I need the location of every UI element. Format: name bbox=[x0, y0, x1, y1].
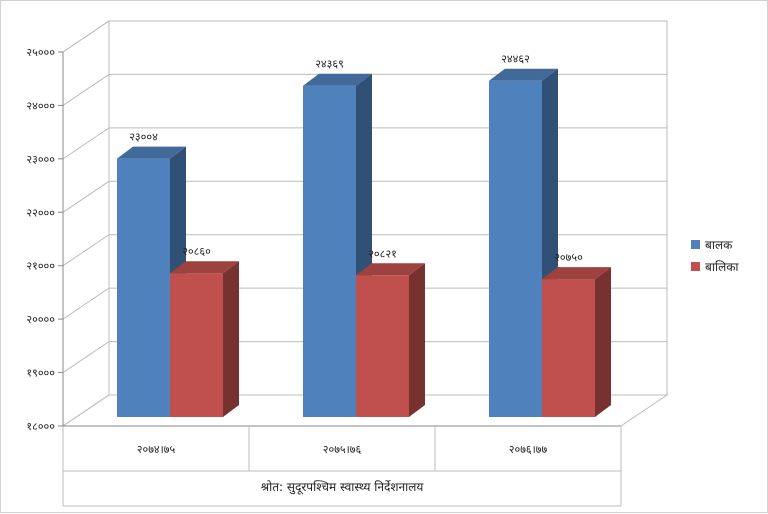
bar-balak-3 bbox=[489, 68, 558, 417]
gridline bbox=[62, 73, 667, 106]
gridline bbox=[62, 127, 667, 160]
legend: बालक बालिका bbox=[691, 238, 739, 274]
bar-balika-2 bbox=[356, 263, 425, 417]
data-label: २०७५० bbox=[554, 251, 583, 264]
legend-swatch bbox=[691, 262, 700, 271]
bar-balak-2 bbox=[303, 73, 372, 417]
bar-top bbox=[489, 68, 558, 81]
y-tick-label: २५००० bbox=[26, 46, 55, 59]
bar-front bbox=[170, 273, 223, 417]
data-label: २०८२१ bbox=[368, 247, 397, 260]
bar-front bbox=[489, 80, 542, 417]
bar-top bbox=[170, 261, 239, 274]
bar-front bbox=[303, 85, 356, 417]
bars bbox=[117, 68, 611, 417]
y-tick-label: २०००० bbox=[26, 313, 55, 326]
bar-top bbox=[356, 263, 425, 276]
bar-balika-1 bbox=[170, 261, 239, 417]
legend-label: बालक bbox=[705, 238, 733, 252]
bar-front bbox=[356, 275, 409, 417]
y-tick-label: २१००० bbox=[26, 260, 55, 273]
bar-top bbox=[542, 267, 611, 280]
gridline bbox=[62, 394, 667, 427]
data-label: २०८६० bbox=[182, 245, 211, 258]
legend-label: बालिका bbox=[705, 260, 739, 274]
source-note-box: श्रोत: सुदूरपश्चिम स्वास्थ्य निर्देशनालय bbox=[261, 480, 425, 495]
y-axis: १८००० १९००० २०००० २१००० २२००० २३००० २४००० २५००० bbox=[26, 46, 64, 433]
y-tick-label: २३००० bbox=[26, 153, 55, 166]
side-wall bbox=[62, 20, 110, 427]
y-tick-label: १८००० bbox=[26, 420, 55, 433]
data-labels: २३००४ २०८६० २४३६९ २०८२१ २४४६२ २०७५० bbox=[129, 53, 583, 264]
bar-side bbox=[223, 261, 239, 417]
x-category-label: २०७५।७६ bbox=[323, 443, 362, 456]
gridline bbox=[62, 341, 667, 373]
bar-front bbox=[542, 279, 595, 417]
gridline bbox=[62, 287, 667, 320]
gridline bbox=[62, 20, 667, 53]
data-label: २४३६९ bbox=[315, 58, 344, 71]
data-label: २४४६२ bbox=[501, 53, 530, 66]
gridlines bbox=[62, 20, 667, 427]
data-label: २३००४ bbox=[129, 131, 158, 144]
legend-swatch bbox=[691, 240, 700, 249]
bar-top bbox=[303, 73, 372, 86]
x-category-label: २०७६।७७ bbox=[509, 443, 548, 456]
bar-front bbox=[117, 158, 170, 417]
source-note: श्रोत: सुदूरपश्चिम स्वास्थ्य निर्देशनालय bbox=[261, 480, 425, 495]
y-tick-label: २४००० bbox=[26, 99, 55, 112]
y-tick-label: १९००० bbox=[26, 367, 55, 380]
bar-side bbox=[595, 267, 611, 417]
x-category-label: २०७४।७५ bbox=[137, 443, 176, 456]
gridline bbox=[62, 180, 667, 213]
bar-balika-3 bbox=[542, 267, 611, 417]
x-axis: २०७४।७५ २०७५।७६ २०७६।७७ bbox=[62, 425, 622, 507]
bar-side bbox=[409, 263, 425, 417]
gridline bbox=[62, 234, 667, 267]
bar-top bbox=[117, 146, 186, 159]
y-tick-label: २२००० bbox=[26, 206, 55, 219]
